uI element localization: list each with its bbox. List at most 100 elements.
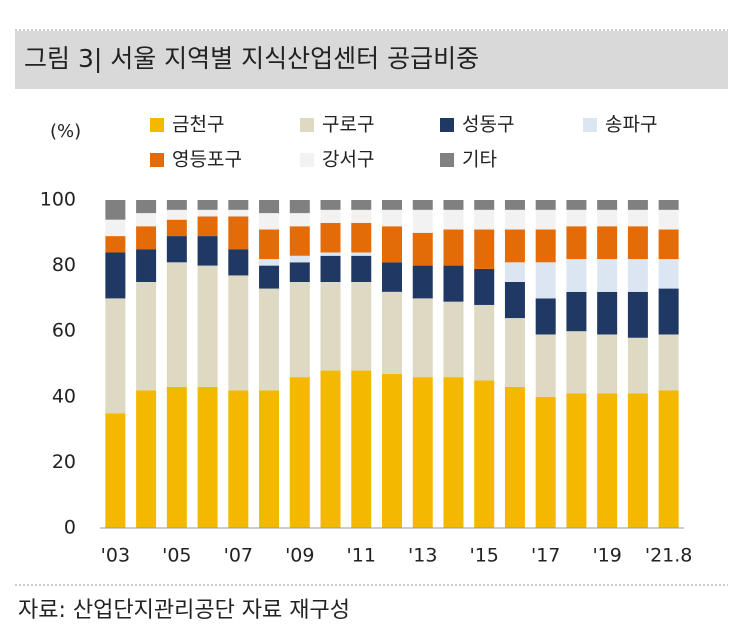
bar-segment <box>197 209 218 217</box>
x-tick-label: '09 <box>285 545 314 567</box>
bar-segment <box>658 334 679 391</box>
bar-segment <box>627 200 648 210</box>
title-band <box>15 31 728 89</box>
bar-segment <box>259 200 280 214</box>
bar-segment <box>259 259 280 266</box>
bar-segment <box>136 200 157 214</box>
bar-segment <box>136 213 157 227</box>
bar-segment <box>320 370 341 528</box>
bar-segment <box>597 259 618 292</box>
legend-swatch <box>150 153 164 167</box>
bar-segment <box>504 386 525 528</box>
bar-segment <box>627 337 648 394</box>
bar-segment <box>289 226 310 256</box>
bar-segment <box>105 252 126 299</box>
bar-segment <box>228 390 249 528</box>
bar-segment <box>474 380 495 528</box>
bar-segment <box>197 265 218 387</box>
bar-segment <box>289 377 310 528</box>
bar-segment <box>504 229 525 263</box>
bar-segment <box>320 252 341 256</box>
bar-segment <box>597 209 618 227</box>
bar-segment <box>259 229 280 260</box>
bar-segment <box>259 213 280 230</box>
bar-segment <box>597 291 618 335</box>
bar-segment <box>412 232 433 266</box>
legend-swatch <box>440 118 454 132</box>
bar-segment <box>197 386 218 528</box>
bar-segment <box>289 255 310 263</box>
bar-segment <box>166 209 187 220</box>
bar-segment <box>443 200 464 210</box>
bar-segment <box>627 291 648 338</box>
bar-segment <box>197 200 218 210</box>
bar-segment <box>228 200 249 210</box>
bar-segment <box>136 226 157 250</box>
bar-segment <box>627 226 648 260</box>
y-tick-label: 20 <box>52 451 76 473</box>
bar-segment <box>597 200 618 210</box>
bar-segment <box>412 377 433 528</box>
bar-segment <box>474 209 495 230</box>
bar-segment <box>105 200 126 220</box>
bar-segment <box>566 259 587 292</box>
bar-segment <box>320 282 341 371</box>
bar-segment <box>474 304 495 381</box>
bar-segment <box>105 298 126 414</box>
bar-segment <box>658 288 679 335</box>
bar-segment <box>474 200 495 210</box>
bar-segment <box>259 390 280 528</box>
y-tick-label: 0 <box>64 517 76 539</box>
legend-swatch <box>583 118 597 132</box>
bar-segment <box>658 229 679 260</box>
bar-segment <box>658 209 679 230</box>
x-tick-label: '21.8 <box>645 545 693 567</box>
bar-segment <box>627 209 648 227</box>
bar-segment <box>197 216 218 237</box>
bar-segment <box>627 393 648 528</box>
bar-segment <box>228 275 249 391</box>
bar-segment <box>228 249 249 276</box>
bar-segment <box>566 209 587 227</box>
x-tick-label: '17 <box>531 545 560 567</box>
bar-segment <box>136 249 157 282</box>
bar-segment <box>504 282 525 319</box>
bar-segment <box>320 209 341 223</box>
legend-swatch <box>300 153 314 167</box>
bar-segment <box>412 209 433 233</box>
legend-swatch <box>150 118 164 132</box>
legend-label: 구로구 <box>322 114 374 136</box>
bar-segment <box>535 334 556 397</box>
bar-segment <box>535 229 556 263</box>
bar-segment <box>166 386 187 528</box>
bar-segment <box>382 209 402 227</box>
bar-segment <box>289 213 310 227</box>
y-tick-label: 100 <box>40 189 76 211</box>
bar-segment <box>259 288 280 391</box>
source: 자료: 산업단지관리공단 자료 재구성 <box>18 598 350 623</box>
bar-segment <box>228 209 249 217</box>
bar-segment <box>382 226 402 263</box>
bar-segment <box>443 301 464 378</box>
bar-segment <box>658 200 679 210</box>
x-tick-label: '13 <box>408 545 437 567</box>
bar-segment <box>566 226 587 260</box>
bar-segment <box>443 377 464 528</box>
bar-segment <box>166 200 187 210</box>
x-tick-label: '03 <box>101 545 130 567</box>
bar-segment <box>351 282 372 371</box>
bar-segment <box>166 236 187 263</box>
bar-segment <box>382 200 402 210</box>
y-tick-label: 80 <box>52 254 76 276</box>
legend-label: 영등포구 <box>172 149 242 171</box>
bar-segment <box>351 209 372 223</box>
bar-segment <box>627 259 648 292</box>
x-tick-label: '15 <box>470 545 499 567</box>
legend-label: 송파구 <box>605 114 657 136</box>
bar-segment <box>535 209 556 230</box>
bar-segment <box>197 236 218 266</box>
x-tick-label: '05 <box>162 545 191 567</box>
bar-segment <box>412 298 433 378</box>
x-tick-label: '07 <box>224 545 253 567</box>
bar-segment <box>566 331 587 394</box>
